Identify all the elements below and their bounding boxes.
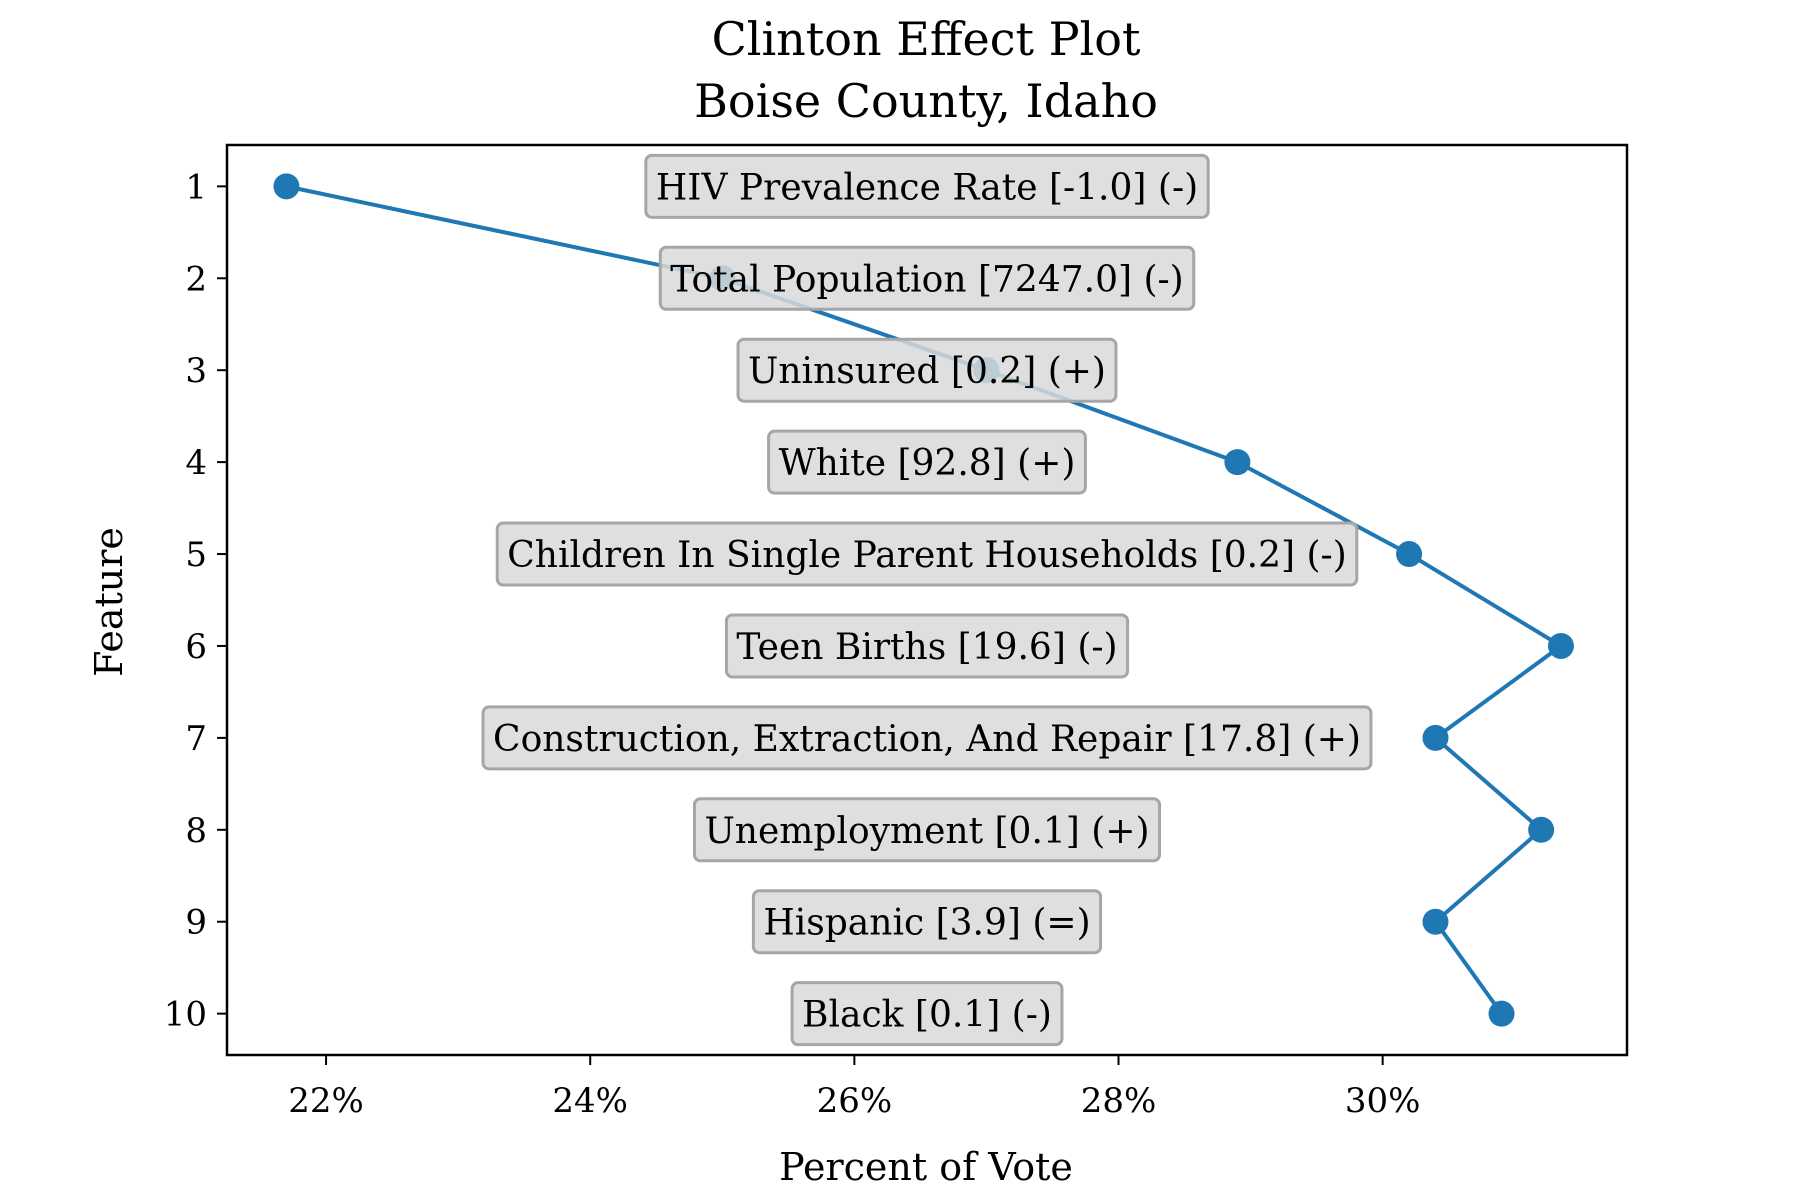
x-tick-label: 24% [552,1081,628,1121]
plot-area: 22% 24% 26% 28% 30% 1 2 3 4 5 6 7 8 9 10 HIV Prevalence… [164,143,1629,1121]
data-point [273,173,300,200]
x-tick-label: 26% [817,1081,893,1121]
feature-label: Black [0.1] (-) [802,995,1052,1036]
y-tick-label: 6 [185,627,207,667]
y-axis-label: Feature [87,527,131,677]
feature-label-background [790,981,1064,1047]
feature-label-background [724,613,1130,679]
feature-label-background [751,889,1103,955]
feature-label: Children In Single Parent Households [0.… [507,535,1347,576]
data-point [1488,1000,1515,1027]
feature-label-background [767,429,1087,495]
series-line [286,184,1563,1015]
plot-frame [225,143,1629,1057]
feature-label-box: HIV Prevalence Rate [-1.0] (-) [644,153,1210,219]
feature-label-background [481,705,1373,771]
feature-label: Teen Births [19.6] (-) [736,627,1117,668]
feature-label: White [92.8] (+) [779,443,1076,484]
feature-label-box: Construction, Extraction, And Repair [17… [481,705,1373,771]
feature-label-background [644,153,1210,219]
chart-title: Clinton Effect Plot [712,12,1141,66]
y-tick-label: 5 [185,535,207,575]
y-tick-label: 4 [185,443,207,483]
y-tick-label: 7 [185,719,207,759]
feature-label-box: Total Population [7247.0] (-) [658,245,1196,311]
feature-label: Unemployment [0.1] (+) [704,811,1149,852]
feature-label-background [495,521,1359,587]
feature-label: Total Population [7247.0] (-) [670,259,1183,300]
feature-label-background [736,337,1118,403]
y-tick-label: 9 [185,903,207,943]
feature-label-box: Hispanic [3.9] (=) [751,889,1103,955]
y-tick-label: 1 [185,167,207,207]
y-tick-label: 3 [185,351,207,391]
feature-label-box: Black [0.1] (-) [790,981,1064,1047]
feature-label-box: Unemployment [0.1] (+) [692,797,1162,863]
feature-label-background [692,797,1162,863]
feature-label-box: White [92.8] (+) [767,429,1087,495]
y-tick-label: 10 [164,995,207,1035]
feature-label: HIV Prevalence Rate [-1.0] (-) [656,167,1198,208]
feature-label-box: Uninsured [0.2] (+) [736,337,1118,403]
data-point [1422,724,1449,751]
feature-label: Construction, Extraction, And Repair [17… [493,719,1361,760]
feature-label-box: Teen Births [19.6] (-) [724,613,1130,679]
x-tick-label: 30% [1345,1081,1421,1121]
y-tick-label: 8 [185,811,207,851]
chart-subtitle: Boise County, Idaho [694,74,1158,128]
data-point [1422,908,1449,935]
x-axis-label: Percent of Vote [779,1145,1073,1189]
x-tick-label: 22% [288,1081,364,1121]
feature-label: Uninsured [0.2] (+) [748,351,1106,392]
feature-label-box: Children In Single Parent Households [0.… [495,521,1359,587]
data-point [1528,816,1555,843]
x-tick-label: 28% [1081,1081,1157,1121]
feature-label-background [658,245,1196,311]
feature-label: Hispanic [3.9] (=) [763,903,1090,944]
data-point [1547,632,1574,659]
y-tick-label: 2 [185,259,207,299]
data-point [1396,541,1423,568]
data-point [1224,449,1251,476]
